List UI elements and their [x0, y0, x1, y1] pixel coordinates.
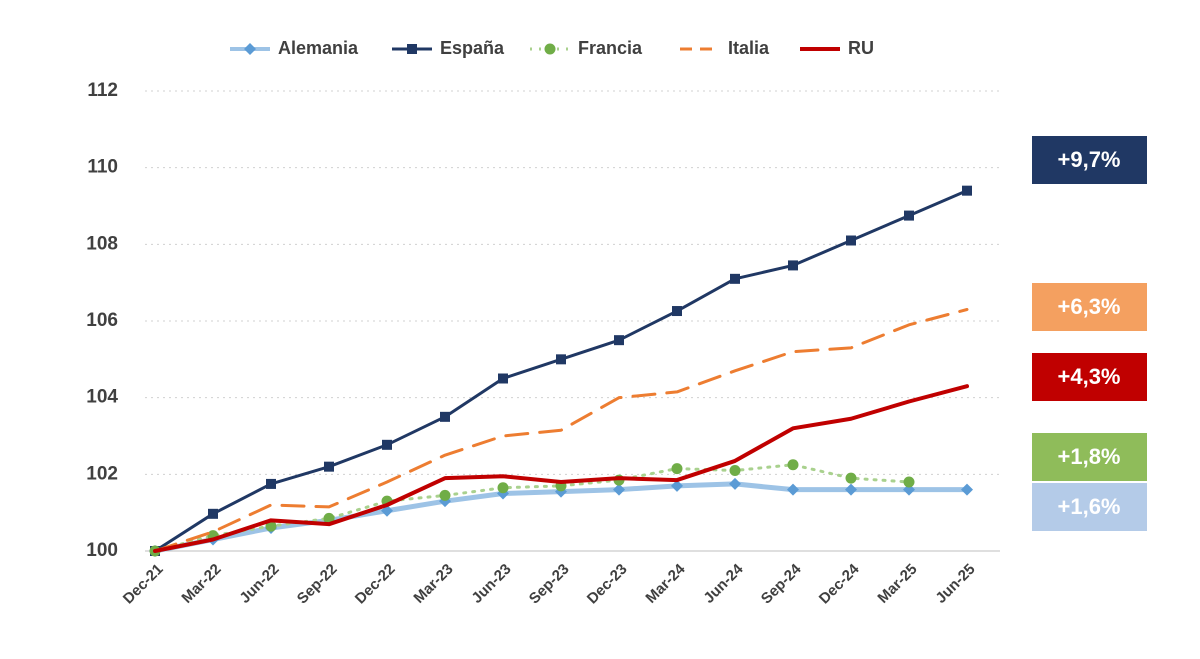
- series-marker: [672, 306, 682, 317]
- legend-label: España: [440, 38, 505, 58]
- series-marker: [729, 477, 741, 490]
- x-tick-label: Sep-23: [526, 561, 573, 608]
- y-tick-label: 108: [86, 233, 118, 254]
- legend-marker: [544, 43, 556, 55]
- legend-marker: [407, 44, 417, 54]
- annotation-text: +1,8%: [1058, 444, 1121, 469]
- series-marker: [787, 459, 799, 471]
- series-marker: [324, 461, 334, 472]
- series-marker: [903, 483, 915, 496]
- annotation-box: [1032, 433, 1147, 481]
- series-marker: [556, 354, 566, 365]
- annotation-text: +9,7%: [1058, 147, 1121, 172]
- series-marker: [497, 482, 509, 494]
- x-tick-label: Jun-24: [700, 560, 747, 607]
- x-tick-label: Dec-23: [584, 561, 631, 608]
- legend-label: RU: [848, 38, 874, 58]
- x-tick-label: Jun-22: [236, 561, 282, 607]
- y-tick-label: 110: [87, 157, 118, 178]
- series-marker: [382, 439, 392, 450]
- annotation-text: +6,3%: [1058, 294, 1121, 319]
- y-tick-label: 106: [86, 310, 118, 331]
- legend-item: Alemania: [230, 38, 359, 58]
- x-tick-label: Mar-24: [642, 560, 689, 607]
- x-tick-label: Dec-22: [352, 561, 399, 608]
- y-tick-label: 104: [86, 387, 118, 408]
- series-marker: [498, 373, 508, 384]
- x-tick-label: Dec-24: [816, 560, 863, 607]
- x-tick-label: Jun-25: [932, 561, 978, 607]
- series-marker: [266, 478, 276, 489]
- annotation-box: [1032, 483, 1147, 531]
- y-tick-label: 102: [86, 463, 118, 484]
- x-tick-label: Mar-25: [874, 561, 920, 607]
- series-marker: [788, 260, 798, 271]
- series-marker: [787, 483, 799, 496]
- series-marker: [671, 463, 683, 475]
- x-tick-label: Mar-23: [410, 561, 456, 607]
- annotation-box: [1032, 283, 1147, 331]
- legend-label: Francia: [578, 38, 643, 58]
- legend-label: Alemania: [278, 38, 359, 58]
- series-line: [153, 308, 969, 553]
- series-marker: [904, 210, 914, 221]
- x-tick-label: Dec-21: [120, 561, 167, 608]
- series-marker: [846, 235, 856, 246]
- series-marker: [729, 465, 741, 476]
- series-marker: [961, 483, 973, 496]
- series-marker: [845, 483, 857, 496]
- annotation-text: +1,6%: [1058, 494, 1121, 519]
- y-tick-label: 100: [86, 540, 118, 561]
- x-tick-label: Jun-23: [468, 561, 514, 607]
- series-marker: [671, 479, 683, 492]
- series-marker: [614, 335, 624, 346]
- series-marker: [903, 476, 915, 488]
- series-marker: [613, 483, 625, 496]
- legend-item: Italia: [680, 38, 770, 58]
- y-tick-label: 112: [87, 80, 118, 101]
- series-marker: [845, 472, 857, 484]
- legend-item: RU: [800, 38, 874, 58]
- x-tick-label: Sep-24: [758, 560, 805, 607]
- annotation-text: +4,3%: [1058, 364, 1121, 389]
- annotation-box: [1032, 136, 1147, 184]
- series-marker: [962, 185, 972, 196]
- series-marker: [730, 273, 740, 284]
- series-marker: [208, 508, 218, 519]
- series-marker: [440, 411, 450, 422]
- legend-label: Italia: [728, 38, 770, 58]
- x-tick-label: Mar-22: [178, 561, 224, 607]
- legend-marker: [244, 43, 256, 55]
- series-line: [153, 384, 969, 553]
- x-tick-label: Sep-22: [294, 561, 341, 608]
- series-marker: [439, 489, 451, 501]
- legend-item: Francia: [530, 38, 643, 58]
- legend-item: España: [392, 38, 505, 58]
- series-line: [153, 463, 911, 553]
- annotation-box: [1032, 353, 1147, 401]
